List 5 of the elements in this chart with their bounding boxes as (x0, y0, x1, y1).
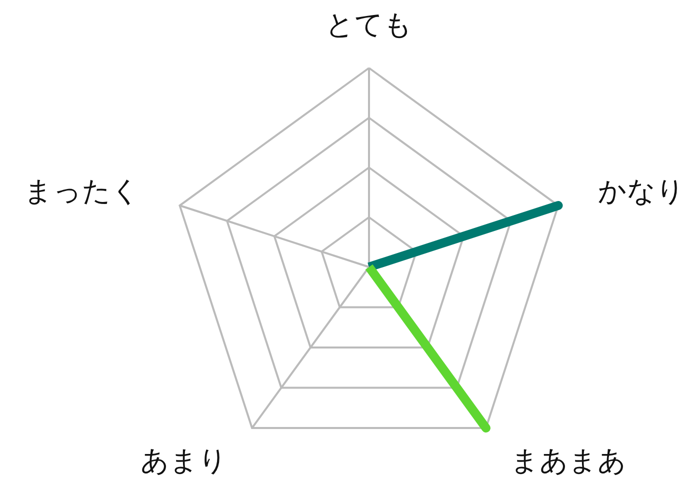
spoke-label: まったく (24, 174, 140, 208)
spoke-label: まあまあ (510, 444, 627, 477)
spoke-label: あまり (140, 444, 228, 477)
spoke-label: かなり (598, 174, 686, 208)
spoke-label: とても (326, 8, 412, 42)
